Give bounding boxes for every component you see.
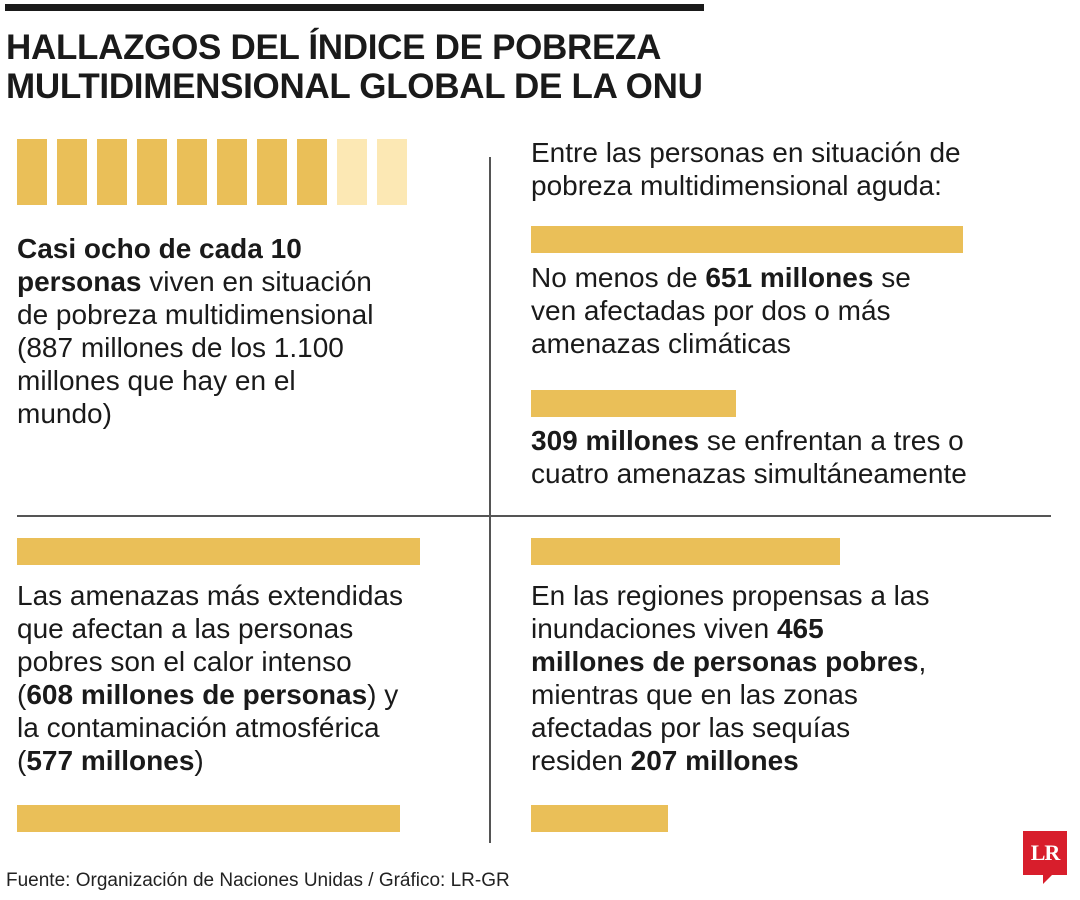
text-segment: ( bbox=[17, 745, 27, 776]
text-segment: cuatro amenazas simultáneamente bbox=[531, 458, 967, 489]
text-line: la contaminación atmosférica bbox=[17, 711, 487, 744]
text-line: pobres son el calor intenso bbox=[17, 645, 487, 678]
panel-4-text: En las regiones propensas a las inundacio… bbox=[531, 579, 1071, 777]
text-segment: mundo) bbox=[17, 398, 112, 429]
title-line-2: MULTIDIMENSIONAL GLOBAL DE LA ONU bbox=[6, 67, 703, 106]
waffle-cell-filled bbox=[217, 139, 247, 205]
lr-logo-tail bbox=[1043, 874, 1053, 884]
panel-2-intro: Entre las personas en situación de pobrez… bbox=[531, 136, 1071, 202]
text-segment: se enfrentan a tres o bbox=[699, 425, 964, 456]
text-segment: ) y bbox=[367, 679, 399, 710]
text-segment: viven en situación bbox=[141, 266, 372, 297]
text-line: 309 millones se enfrentan a tres o bbox=[531, 424, 1071, 457]
text-line: millones que hay en el bbox=[17, 364, 477, 397]
text-segment: millones que hay en el bbox=[17, 365, 296, 396]
text-segment: Las amenazas más extendidas bbox=[17, 580, 403, 611]
text-segment: pobreza multidimensional aguda: bbox=[531, 170, 942, 201]
waffle-chart bbox=[17, 139, 407, 205]
bar-465-millones bbox=[531, 538, 840, 565]
text-segment: (887 millones de los 1.100 bbox=[17, 332, 344, 363]
bold-text: Casi ocho de cada 10 bbox=[17, 233, 302, 264]
top-rule bbox=[5, 4, 704, 11]
bold-text: 207 millones bbox=[630, 745, 799, 776]
divider-horizontal bbox=[17, 515, 1051, 517]
text-segment: ( bbox=[17, 679, 27, 710]
text-line: cuatro amenazas simultáneamente bbox=[531, 457, 1071, 490]
text-segment: ven afectadas por dos o más bbox=[531, 295, 891, 326]
text-segment: se bbox=[873, 262, 911, 293]
text-segment: inundaciones viven bbox=[531, 613, 777, 644]
lr-logo: LR bbox=[1023, 831, 1067, 875]
divider-vertical bbox=[489, 157, 491, 843]
bold-text: 465 bbox=[776, 613, 824, 644]
text-line: inundaciones viven 465 bbox=[531, 612, 1071, 645]
text-line: que afectan a las personas bbox=[17, 612, 487, 645]
waffle-cell-filled bbox=[257, 139, 287, 205]
bar-608-millones bbox=[17, 538, 420, 565]
bold-text: 577 millones bbox=[26, 745, 195, 776]
text-segment: ) bbox=[194, 745, 204, 776]
text-segment: que afectan a las personas bbox=[17, 613, 354, 644]
text-segment: afectadas por las sequías bbox=[531, 712, 851, 743]
bold-text: 651 millones bbox=[705, 262, 874, 293]
bar-207-millones bbox=[531, 805, 668, 832]
text-segment: mientras que en las zonas bbox=[531, 679, 858, 710]
waffle-cell-filled bbox=[137, 139, 167, 205]
text-line: de pobreza multidimensional bbox=[17, 298, 477, 331]
text-segment: la contaminación atmosférica bbox=[17, 712, 380, 743]
bar-309-millones bbox=[531, 390, 736, 417]
bold-text: 608 millones de personas bbox=[26, 679, 368, 710]
waffle-cell-filled bbox=[177, 139, 207, 205]
text-segment: No menos de bbox=[531, 262, 706, 293]
bold-text: personas bbox=[17, 266, 142, 297]
text-line: (577 millones) bbox=[17, 744, 487, 777]
text-segment: , bbox=[918, 646, 927, 677]
text-segment: pobres son el calor intenso bbox=[17, 646, 352, 677]
waffle-cell-filled bbox=[297, 139, 327, 205]
text-line: mundo) bbox=[17, 397, 477, 430]
text-segment: En las regiones propensas a las bbox=[531, 580, 930, 611]
bar-651-millones bbox=[531, 226, 963, 253]
text-line: pobreza multidimensional aguda: bbox=[531, 169, 1071, 202]
text-line: afectadas por las sequías bbox=[531, 711, 1071, 744]
text-segment: residen bbox=[531, 745, 631, 776]
text-line: Casi ocho de cada 10 bbox=[17, 232, 477, 265]
text-segment: de pobreza multidimensional bbox=[17, 299, 374, 330]
text-line: No menos de 651 millones se bbox=[531, 261, 1071, 294]
title-line-1: HALLAZGOS DEL ÍNDICE DE POBREZA bbox=[6, 28, 662, 67]
bold-text: 309 millones bbox=[531, 425, 700, 456]
text-line: ven afectadas por dos o más bbox=[531, 294, 1071, 327]
panel-2-text-309: 309 millones se enfrentan a tres o cuatro… bbox=[531, 424, 1071, 490]
waffle-cell-empty bbox=[337, 139, 367, 205]
bold-text: millones de personas pobres bbox=[531, 646, 919, 677]
panel-3-text: Las amenazas más extendidas que afectan a… bbox=[17, 579, 487, 777]
bar-577-millones bbox=[17, 805, 400, 832]
text-line: En las regiones propensas a las bbox=[531, 579, 1071, 612]
waffle-cell-filled bbox=[97, 139, 127, 205]
text-segment: Entre las personas en situación de bbox=[531, 137, 961, 168]
text-line: Entre las personas en situación de bbox=[531, 136, 1071, 169]
text-line: millones de personas pobres, bbox=[531, 645, 1071, 678]
text-line: (608 millones de personas) y bbox=[17, 678, 487, 711]
text-line: personas viven en situación bbox=[17, 265, 477, 298]
text-line: mientras que en las zonas bbox=[531, 678, 1071, 711]
waffle-cell-empty bbox=[377, 139, 407, 205]
panel-1-text: Casi ocho de cada 10 personas viven en si… bbox=[17, 232, 477, 430]
panel-2-text-651: No menos de 651 millones se ven afectadas… bbox=[531, 261, 1071, 360]
source-note: Fuente: Organización de Naciones Unidas … bbox=[6, 870, 510, 891]
page-title: HALLAZGOS DEL ÍNDICE DE POBREZA MULTIDIM… bbox=[6, 28, 906, 106]
waffle-cell-filled bbox=[17, 139, 47, 205]
text-segment: amenazas climáticas bbox=[531, 328, 791, 359]
text-line: (887 millones de los 1.100 bbox=[17, 331, 477, 364]
text-line: Las amenazas más extendidas bbox=[17, 579, 487, 612]
text-line: residen 207 millones bbox=[531, 744, 1071, 777]
waffle-cell-filled bbox=[57, 139, 87, 205]
text-line: amenazas climáticas bbox=[531, 327, 1071, 360]
